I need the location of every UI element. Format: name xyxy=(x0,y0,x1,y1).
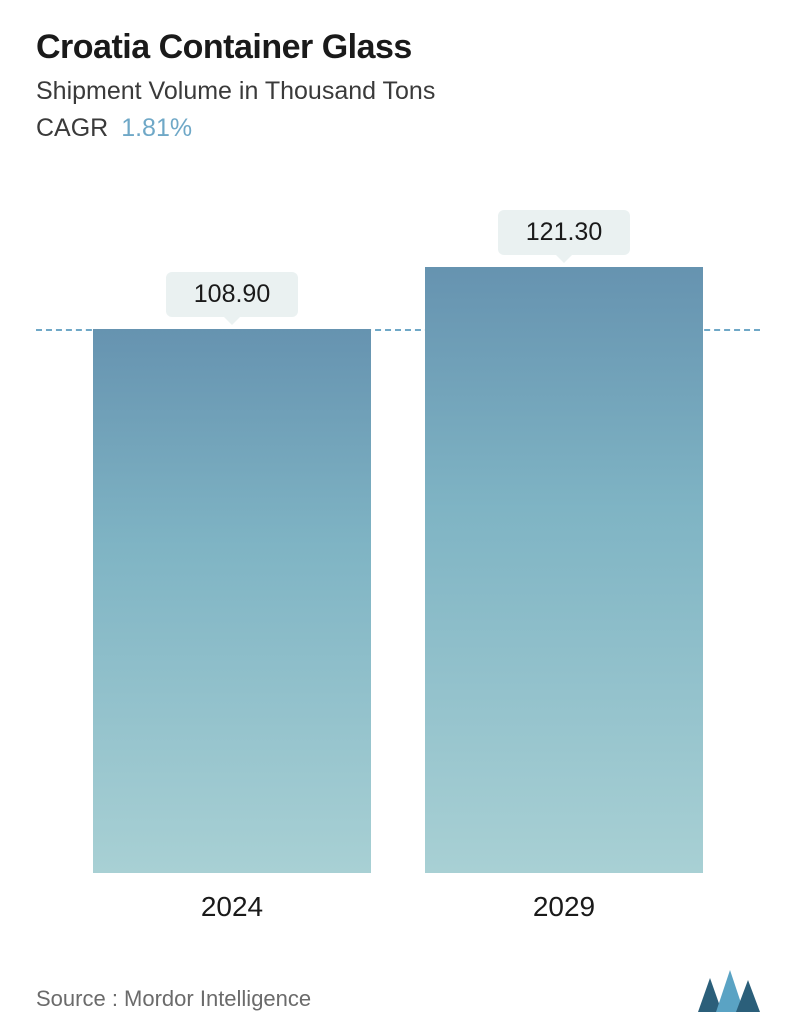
footer: Source : Mordor Intelligence xyxy=(36,970,760,1012)
bar-0 xyxy=(93,329,371,874)
cagr-row: CAGR 1.81% xyxy=(36,114,760,143)
bar-1 xyxy=(425,267,703,874)
chart-subtitle: Shipment Volume in Thousand Tons xyxy=(36,77,760,106)
value-pill-1: 121.30 xyxy=(498,210,630,255)
bar-group-0: 108.90 xyxy=(92,272,372,874)
cagr-label: CAGR xyxy=(36,114,108,142)
x-label-1: 2029 xyxy=(424,891,704,923)
chart-container: Croatia Container Glass Shipment Volume … xyxy=(0,0,796,1034)
bars-wrap: 108.90 121.30 xyxy=(36,213,760,873)
chart-title: Croatia Container Glass xyxy=(36,28,760,67)
bar-group-1: 121.30 xyxy=(424,210,704,874)
x-axis-labels: 2024 2029 xyxy=(36,873,760,923)
source-text: Source : Mordor Intelligence xyxy=(36,986,311,1012)
value-pill-0: 108.90 xyxy=(166,272,298,317)
mordor-logo-icon xyxy=(698,970,760,1012)
x-label-0: 2024 xyxy=(92,891,372,923)
chart-plot-area: 108.90 121.30 xyxy=(36,213,760,873)
cagr-value: 1.81% xyxy=(121,114,192,142)
